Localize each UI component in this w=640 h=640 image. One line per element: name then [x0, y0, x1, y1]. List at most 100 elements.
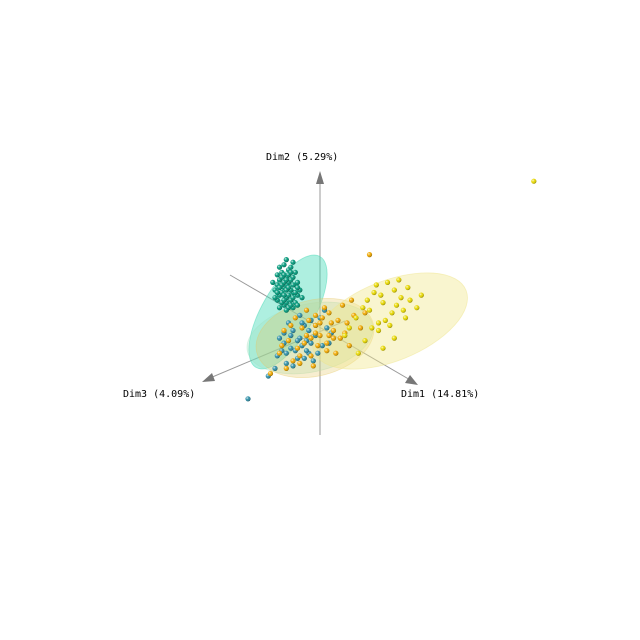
- data-point-shading: [375, 327, 382, 334]
- data-point-shading: [283, 360, 289, 366]
- data-point-shading: [346, 343, 352, 349]
- data-point-shading: [310, 358, 316, 364]
- data-point-shading: [292, 315, 298, 321]
- axis-labels: Dim2 (5.29%) Dim1 (14.81%) Dim3 (4.09%): [123, 152, 479, 400]
- data-point-shading: [290, 259, 296, 265]
- data-point-shading: [288, 322, 294, 328]
- data-point-shading: [294, 338, 301, 344]
- data-point-shading: [312, 322, 319, 328]
- data-point-shading: [272, 365, 278, 371]
- data-point-shading: [335, 317, 341, 323]
- dim2-axis-arrow: [316, 171, 324, 184]
- data-point-shading: [276, 284, 283, 291]
- data-point-shading: [308, 353, 314, 359]
- data-point-shading: [373, 282, 379, 288]
- data-point-shading: [353, 315, 359, 321]
- data-point-shading: [324, 348, 330, 354]
- dim3-axis-arrow: [202, 373, 215, 382]
- dim1-axis-line: [229, 274, 413, 382]
- dim2-axis-label: Dim2 (5.29%): [266, 152, 338, 163]
- data-point-shading: [405, 284, 411, 291]
- data-point-shading: [279, 274, 285, 280]
- dim3-axis-label: Dim3 (4.09%): [123, 389, 195, 400]
- data-point-shading: [281, 327, 287, 334]
- data-point-shading: [306, 327, 312, 334]
- data-point-shading: [281, 292, 287, 298]
- data-point-shading: [283, 350, 289, 356]
- data-point-shading: [396, 277, 402, 283]
- data-point-shading: [299, 320, 305, 326]
- data-point-shading: [339, 302, 346, 308]
- data-point-shading: [288, 302, 294, 308]
- data-point-shading: [281, 262, 287, 268]
- data-point-shading: [357, 325, 364, 331]
- data-point-shading: [245, 396, 251, 402]
- series-4-points: [342, 178, 537, 356]
- data-point-shading: [387, 322, 393, 328]
- data-point-shading: [407, 297, 413, 303]
- data-point-shading: [272, 295, 278, 301]
- data-point-shading: [366, 252, 373, 258]
- data-point-shading: [288, 269, 294, 275]
- data-point-shading: [281, 297, 287, 303]
- data-point-shading: [531, 178, 537, 184]
- data-points: [245, 178, 537, 402]
- data-point-shading: [380, 300, 386, 306]
- data-point-shading: [391, 287, 397, 293]
- data-point-shading: [324, 340, 330, 346]
- data-point-shading: [274, 289, 280, 296]
- data-point-shading: [321, 305, 328, 311]
- data-point-shading: [288, 264, 294, 270]
- data-point-shading: [276, 305, 283, 311]
- dim3-axis-line: [209, 320, 346, 379]
- data-point-shading: [290, 363, 296, 369]
- data-point-shading: [348, 297, 355, 303]
- data-point-shading: [285, 284, 292, 291]
- data-point-shading: [297, 360, 303, 366]
- data-point-shading: [360, 305, 366, 311]
- data-point-shading: [297, 312, 303, 318]
- data-point-shading: [400, 307, 406, 313]
- data-point-shading: [364, 297, 370, 303]
- data-point-shading: [297, 353, 303, 359]
- data-point-shading: [317, 332, 323, 339]
- data-point-shading: [294, 284, 301, 291]
- data-point-shading: [346, 325, 352, 331]
- data-point-shading: [303, 332, 310, 339]
- data-point-shading: [276, 350, 283, 356]
- data-point-shading: [285, 338, 292, 344]
- data-point-shading: [294, 279, 301, 285]
- data-point-shading: [315, 343, 321, 349]
- data-point-shading: [369, 325, 375, 331]
- data-point-shading: [290, 295, 296, 301]
- data-point-shading: [294, 345, 301, 351]
- data-point-shading: [328, 320, 334, 326]
- data-point-shading: [274, 272, 280, 278]
- data-point-shading: [312, 312, 319, 318]
- data-point-shading: [288, 332, 294, 339]
- data-point-shading: [355, 350, 361, 356]
- data-point-shading: [384, 279, 391, 285]
- axes: [202, 171, 418, 435]
- series-3-points: [267, 252, 373, 377]
- data-point-shading: [288, 345, 294, 351]
- data-point-shading: [283, 277, 289, 283]
- data-point-shading: [344, 320, 350, 326]
- data-point-shading: [285, 292, 292, 298]
- data-point-shading: [391, 335, 397, 341]
- data-point-shading: [330, 327, 337, 334]
- data-point-shading: [290, 358, 296, 364]
- data-point-shading: [333, 350, 339, 356]
- data-point-shading: [267, 370, 274, 377]
- data-point-shading: [326, 310, 332, 316]
- data-point-shading: [330, 335, 337, 341]
- data-point-shading: [389, 310, 395, 316]
- data-point-shading: [290, 282, 296, 288]
- data-point-shading: [292, 289, 298, 296]
- data-point-shading: [315, 350, 321, 356]
- data-point-shading: [290, 327, 296, 334]
- data-point-shading: [301, 340, 307, 346]
- data-point-shading: [276, 335, 283, 341]
- data-point-shading: [342, 332, 348, 339]
